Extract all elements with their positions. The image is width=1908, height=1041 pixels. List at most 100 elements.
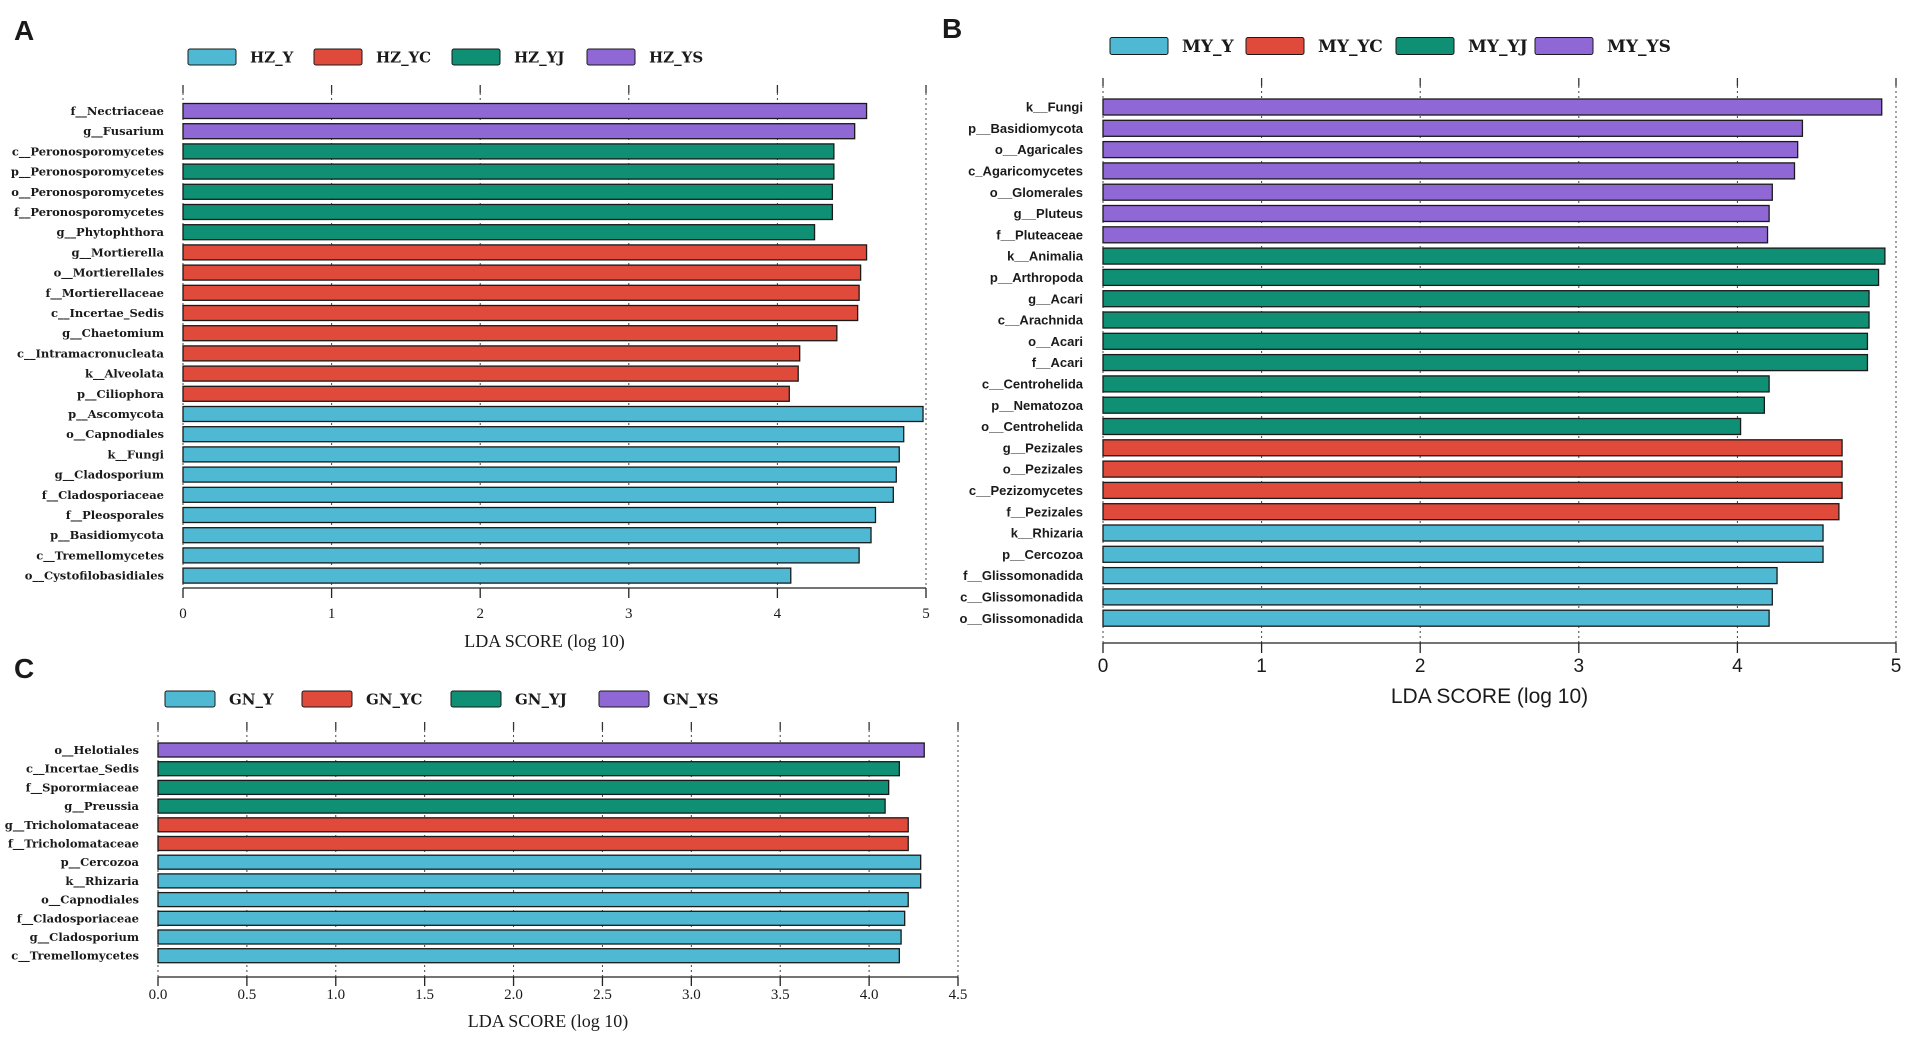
panel-c-taxon-label: g__Tricholomataceae <box>5 818 139 833</box>
panel-b-bar <box>1102 439 1843 457</box>
panel-c-x-tick-label: 2.0 <box>504 987 523 1003</box>
panel-c-taxon-label: g__Preussia <box>64 799 139 814</box>
panel-b-taxon-label: g__Pluteus <box>1014 206 1083 221</box>
panel-b-legend-label: MY_YJ <box>1468 37 1528 57</box>
panel-c-x-tick-label: 0.5 <box>238 987 257 1003</box>
panel-a-taxon-label: f__Peronosporomycetes <box>14 205 164 220</box>
panel-b-taxon-label: f__Pluteaceae <box>996 227 1083 242</box>
panel-b-taxon-label: c_Agaricomycetes <box>968 163 1083 178</box>
panel-b-bar <box>1102 481 1843 500</box>
panel-b-bar <box>1102 332 1869 350</box>
panel-a-taxon-label: o__Capnodiales <box>66 427 164 442</box>
panel-b-taxon-label: c__Glissomonadida <box>960 589 1084 604</box>
panel-b-x-axis-label: LDA SCORE (log 10) <box>1391 685 1588 708</box>
panel-c-legend-swatch <box>164 690 216 708</box>
panel-a-bar <box>182 466 897 483</box>
panel-b-taxon-label: k__Rhizaria <box>1011 526 1084 541</box>
panel-a-taxon-label: c__Incertae_Sedis <box>51 306 164 321</box>
panel-c-x-tick-label: 4.5 <box>949 987 968 1003</box>
panel-c-bar <box>157 817 909 833</box>
panel-b-bar <box>1102 311 1870 329</box>
panel-a-x-tick-label: 2 <box>476 606 484 622</box>
panel-a-taxon-label: g__Mortierella <box>71 245 164 260</box>
panel-b-bar <box>1102 545 1824 563</box>
panel-c-x-tick-label: 3.5 <box>771 987 790 1003</box>
panel-a-taxon-label: k__Alveolata <box>85 367 165 382</box>
panel-c-legend-label: GN_YS <box>663 690 719 708</box>
panel-a-taxon-label: o__Cystofilobasidiales <box>25 569 164 584</box>
panel-b-taxon-label: p__Arthropoda <box>990 270 1084 285</box>
panel-a-bar <box>182 486 894 503</box>
panel-b-bar <box>1102 183 1773 201</box>
panel-c-bar <box>157 779 890 796</box>
panel-b-legend-swatch <box>1534 37 1594 55</box>
panel-a-bar <box>182 426 905 443</box>
panel-a-bar <box>182 345 801 362</box>
panel-b-taxon-label: c__Centrohelida <box>982 376 1084 391</box>
panel-b-x-tick-label: 4 <box>1732 656 1743 677</box>
panel-a-bar <box>182 405 924 423</box>
panel-a-x-tick-label: 0 <box>179 606 187 622</box>
panel-a-legend-label: HZ_Y <box>250 48 294 66</box>
panel-c-legend-label: GN_Y <box>229 690 274 708</box>
panel-b-taxon-label: o__Centrohelida <box>981 419 1084 434</box>
panel-c-legend-swatch <box>450 690 502 708</box>
panel-b-taxon-label: c__Pezizomycetes <box>969 483 1083 498</box>
panel-a-taxon-label: p__Basidiomycota <box>50 528 164 543</box>
panel-a-bar <box>182 365 799 382</box>
panel-c-bar <box>157 798 886 814</box>
panel-a-legend-swatch <box>586 48 636 66</box>
panel-a-legend-swatch <box>451 48 501 66</box>
panel-b-taxon-label: k__Fungi <box>1026 100 1083 115</box>
panel-c-taxon-label: g__Cladosporium <box>30 930 139 945</box>
panel-b-bar <box>1102 609 1770 627</box>
panel-a-chart: f__Nectriaceae g__Fusarium c__Peronosporom… <box>11 48 930 652</box>
panel-a-taxon-label: o__Mortierellales <box>54 266 164 281</box>
panel-c-x-tick-label: 1.5 <box>415 987 434 1003</box>
panel-b-bar <box>1102 268 1880 287</box>
panel-b-x-tick-label: 3 <box>1574 656 1585 677</box>
panel-c-bar <box>157 835 909 852</box>
panel-b-x-tick-label: 0 <box>1098 656 1109 677</box>
panel-b-taxon-label: o__Acari <box>1028 334 1083 349</box>
panel-c-bar <box>157 873 922 889</box>
panel-a-taxon-label: o__Peronosporomycetes <box>11 185 164 200</box>
panel-c-x-axis-label: LDA SCORE (log 10) <box>468 1011 629 1032</box>
panel-a-bar <box>182 123 856 140</box>
panel-a-bar <box>182 203 834 221</box>
panel-a-bar <box>182 264 862 281</box>
panel-a-bar <box>182 284 860 301</box>
panel-c-bar <box>157 910 906 926</box>
panel-b-bar <box>1102 417 1742 436</box>
panel-a-taxon-label: g__Fusarium <box>83 124 164 139</box>
panel-a-legend-label: HZ_YC <box>376 48 431 66</box>
panel-letter-b: B <box>942 13 962 44</box>
panel-c-x-tick-label: 0.0 <box>149 987 168 1003</box>
panel-a-bar <box>182 143 835 160</box>
panel-b-x-tick-label: 2 <box>1415 656 1426 677</box>
panel-b-taxon-label: p__Cercozoa <box>1002 547 1084 562</box>
panel-c-taxon-label: f__Sporormiaceae <box>26 780 139 795</box>
panel-b-taxon-label: g__Pezizales <box>1003 440 1083 455</box>
panel-a-bar <box>182 244 868 261</box>
panel-b-x-tick-label: 5 <box>1891 656 1902 677</box>
panel-a-taxon-label: g__Cladosporium <box>55 468 164 483</box>
panel-c-x-tick-label: 4.0 <box>860 987 879 1003</box>
panel-b-legend-label: MY_YC <box>1318 37 1383 57</box>
panel-letter-a: A <box>14 15 34 46</box>
panel-a-taxon-label: k__Fungi <box>107 447 164 462</box>
panel-a-taxon-label: f__Pleosporales <box>66 508 164 523</box>
panel-a-x-tick-label: 5 <box>922 606 930 622</box>
panel-b-bar <box>1102 290 1870 308</box>
panel-c-bar <box>157 761 900 777</box>
panel-c-taxon-label: c__Incertae_Sedis <box>26 762 139 777</box>
panel-b-x-tick-label: 1 <box>1256 656 1267 677</box>
panel-b-legend-swatch <box>1395 37 1455 55</box>
panel-b-chart: k__Fungi p__Basidiomycota o__Agaricales c_A… <box>959 37 1901 708</box>
panel-b-taxon-label: p__Nematozoa <box>991 398 1084 413</box>
panel-c-bar <box>157 929 902 945</box>
panel-b-bar <box>1102 353 1869 372</box>
panel-a-taxon-label: f__Mortierellaceae <box>45 286 164 301</box>
panel-a-taxon-label: g__Chaetomium <box>62 326 164 341</box>
